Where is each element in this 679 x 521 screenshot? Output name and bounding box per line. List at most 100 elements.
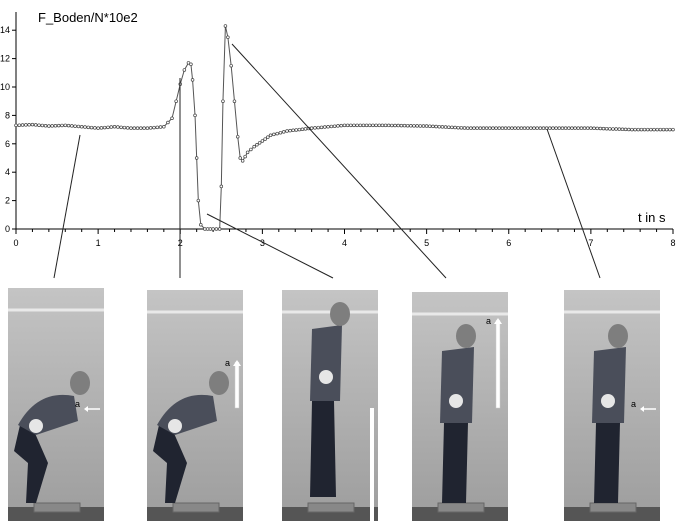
- data-point: [47, 124, 51, 128]
- photo-panel-2: a: [147, 290, 243, 521]
- y-tick-label: 10: [0, 82, 10, 92]
- data-point: [112, 125, 117, 129]
- data-point: [469, 126, 473, 130]
- legs: [442, 423, 468, 503]
- data-point: [664, 127, 669, 132]
- data-point: [83, 125, 87, 129]
- data-point: [652, 127, 656, 132]
- data-point: [89, 125, 94, 130]
- x-tick-label: 5: [424, 238, 429, 248]
- x-tick-label: 7: [588, 238, 593, 248]
- data-point: [223, 24, 228, 28]
- data-point: [266, 135, 270, 139]
- data-point: [589, 126, 593, 130]
- data-point: [116, 125, 120, 129]
- data-point: [27, 123, 31, 127]
- center-of-mass-marker: [319, 370, 333, 384]
- data-point: [300, 127, 305, 131]
- data-point: [106, 125, 110, 130]
- data-point: [272, 132, 276, 137]
- data-point: [43, 124, 48, 128]
- data-point: [50, 124, 54, 128]
- data-point: [595, 126, 599, 131]
- head: [330, 302, 350, 326]
- data-point: [24, 123, 28, 127]
- data-point: [70, 124, 74, 128]
- arrow-head: [233, 360, 241, 366]
- head: [209, 371, 229, 395]
- data-point: [358, 123, 363, 128]
- data-point: [313, 126, 317, 130]
- data-point: [630, 127, 634, 132]
- center-of-mass-marker: [29, 419, 43, 433]
- x-tick-label: 6: [506, 238, 511, 248]
- data-point: [96, 126, 100, 130]
- head: [456, 324, 476, 348]
- data-point: [257, 141, 262, 145]
- data-point: [598, 126, 603, 131]
- data-point: [355, 123, 359, 128]
- data-point: [503, 126, 508, 130]
- acceleration-arrow: [234, 361, 240, 409]
- data-point: [478, 126, 483, 130]
- x-tick-label: 4: [342, 238, 347, 248]
- data-point: [303, 127, 308, 131]
- acceleration-arrow: [370, 408, 374, 521]
- data-point: [627, 127, 631, 132]
- data-point: [73, 124, 77, 128]
- data-point: [541, 126, 546, 130]
- data-point: [396, 123, 400, 128]
- data-point: [459, 126, 464, 130]
- acceleration-label: a: [631, 399, 636, 409]
- photo-illustration: a: [412, 292, 508, 521]
- force-plate: [307, 502, 355, 513]
- data-point: [434, 124, 438, 129]
- data-point: [238, 156, 242, 160]
- data-point: [288, 128, 292, 133]
- data-point: [182, 68, 187, 72]
- data-point: [513, 126, 517, 130]
- data-point: [450, 125, 454, 130]
- force-plate: [437, 502, 485, 513]
- y-axis-ticks: 0 2 4 6 8 10 12 14: [0, 25, 16, 234]
- data-point: [245, 150, 250, 155]
- series-points: [14, 24, 675, 231]
- acceleration-label: a: [225, 358, 230, 368]
- data-point: [170, 116, 174, 120]
- data-point: [421, 124, 426, 128]
- data-point: [326, 125, 330, 129]
- legs: [153, 425, 187, 503]
- data-point: [573, 126, 577, 130]
- data-point: [456, 125, 460, 130]
- data-point: [491, 126, 495, 130]
- y-tick-label: 14: [0, 25, 10, 35]
- force-plate: [172, 502, 220, 513]
- data-point: [633, 127, 637, 132]
- x-axis-ticks: 012345678: [13, 229, 676, 248]
- data-point: [53, 124, 58, 128]
- data-point: [481, 126, 486, 130]
- x-tick-label: 3: [260, 238, 265, 248]
- data-point: [437, 124, 442, 129]
- data-point: [608, 127, 612, 131]
- data-point: [538, 126, 543, 130]
- data-point: [219, 184, 224, 189]
- chart-axes: [15, 12, 673, 230]
- data-point: [579, 126, 584, 130]
- photo-panel-5: a: [564, 290, 660, 521]
- acceleration-arrow: [495, 319, 501, 409]
- data-point: [319, 125, 324, 130]
- data-point: [194, 156, 199, 160]
- data-point: [352, 123, 356, 128]
- data-point: [497, 126, 502, 130]
- data-point: [229, 63, 233, 68]
- data-point: [529, 126, 533, 130]
- photo-illustration: a: [564, 290, 660, 521]
- data-point: [102, 125, 107, 130]
- head: [608, 324, 628, 348]
- data-point: [484, 126, 489, 130]
- force-plate: [589, 502, 637, 513]
- data-point: [522, 126, 527, 130]
- force-plate: [33, 502, 81, 513]
